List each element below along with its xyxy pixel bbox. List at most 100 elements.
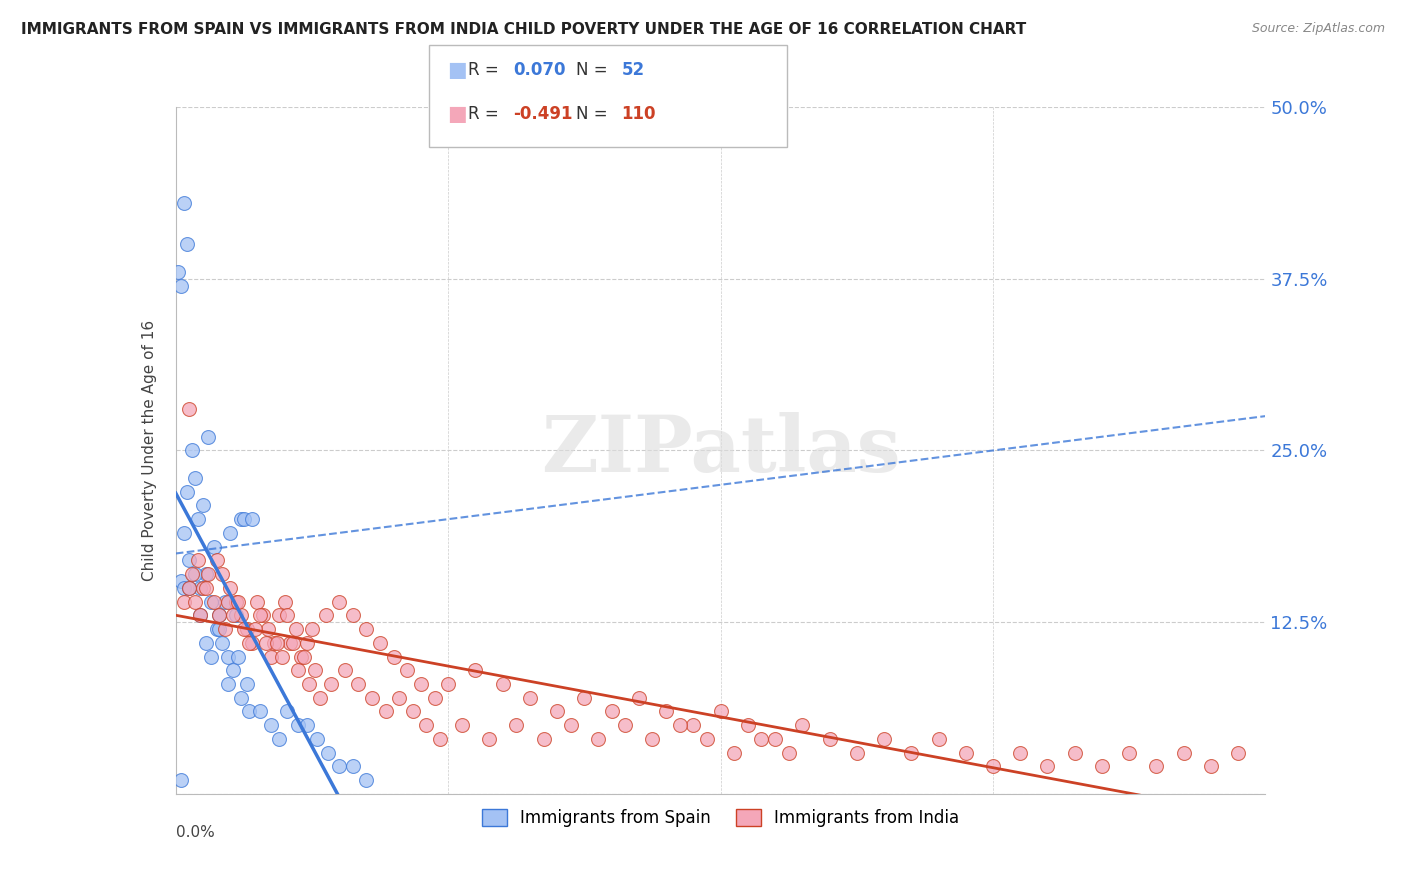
Point bbox=[240, 636, 263, 650]
Text: 52: 52 bbox=[621, 61, 644, 78]
Point bbox=[845, 746, 868, 760]
Point bbox=[173, 581, 195, 595]
Point bbox=[347, 677, 370, 691]
Point bbox=[409, 677, 432, 691]
Point bbox=[560, 718, 582, 732]
Point bbox=[298, 677, 321, 691]
Point bbox=[333, 663, 356, 677]
Point bbox=[682, 718, 704, 732]
Point bbox=[197, 430, 219, 444]
Point bbox=[586, 731, 609, 746]
Point bbox=[232, 512, 254, 526]
Point bbox=[200, 649, 222, 664]
Text: R =: R = bbox=[468, 61, 505, 78]
Point bbox=[197, 567, 219, 582]
Point bbox=[1199, 759, 1222, 773]
Y-axis label: Child Poverty Under the Age of 16: Child Poverty Under the Age of 16 bbox=[142, 320, 157, 581]
Legend: Immigrants from Spain, Immigrants from India: Immigrants from Spain, Immigrants from I… bbox=[475, 802, 966, 834]
Point bbox=[217, 594, 239, 608]
Point bbox=[696, 731, 718, 746]
Point bbox=[231, 608, 253, 623]
Point bbox=[295, 636, 318, 650]
Point bbox=[1010, 746, 1032, 760]
Point bbox=[211, 636, 233, 650]
Text: ZIPatlas: ZIPatlas bbox=[541, 412, 900, 489]
Point bbox=[304, 663, 326, 677]
Point bbox=[519, 690, 541, 705]
Text: ■: ■ bbox=[447, 104, 467, 124]
Point bbox=[188, 608, 211, 623]
Point bbox=[222, 663, 245, 677]
Point bbox=[450, 718, 472, 732]
Point bbox=[328, 594, 350, 608]
Point bbox=[231, 512, 253, 526]
Point bbox=[188, 608, 211, 623]
Text: Source: ZipAtlas.com: Source: ZipAtlas.com bbox=[1251, 22, 1385, 36]
Point bbox=[266, 636, 288, 650]
Point bbox=[437, 677, 460, 691]
Point bbox=[1036, 759, 1059, 773]
Point bbox=[170, 574, 193, 588]
Point bbox=[260, 649, 283, 664]
Point bbox=[319, 677, 342, 691]
Point bbox=[184, 471, 207, 485]
Point bbox=[792, 718, 814, 732]
Point bbox=[260, 718, 283, 732]
Point bbox=[254, 636, 277, 650]
Point bbox=[269, 608, 291, 623]
Point bbox=[181, 567, 204, 582]
Point bbox=[170, 278, 193, 293]
Point bbox=[955, 746, 977, 760]
Point bbox=[208, 622, 231, 636]
Point bbox=[315, 608, 337, 623]
Point bbox=[301, 622, 323, 636]
Point bbox=[228, 649, 250, 664]
Point bbox=[402, 705, 425, 719]
Point bbox=[181, 443, 204, 458]
Point bbox=[492, 677, 515, 691]
Point bbox=[235, 622, 257, 636]
Text: IMMIGRANTS FROM SPAIN VS IMMIGRANTS FROM INDIA CHILD POVERTY UNDER THE AGE OF 16: IMMIGRANTS FROM SPAIN VS IMMIGRANTS FROM… bbox=[21, 22, 1026, 37]
Point bbox=[232, 622, 254, 636]
Point bbox=[295, 718, 318, 732]
Point bbox=[284, 622, 307, 636]
Point bbox=[478, 731, 501, 746]
Point bbox=[271, 649, 294, 664]
Point bbox=[600, 705, 623, 719]
Point bbox=[737, 718, 759, 732]
Point bbox=[873, 731, 896, 746]
Point bbox=[225, 594, 247, 608]
Point bbox=[356, 622, 378, 636]
Point bbox=[176, 237, 198, 252]
Point bbox=[307, 731, 329, 746]
Point bbox=[614, 718, 637, 732]
Point bbox=[194, 636, 217, 650]
Point bbox=[186, 512, 209, 526]
Point bbox=[1173, 746, 1195, 760]
Point bbox=[723, 746, 745, 760]
Point bbox=[533, 731, 555, 746]
Point bbox=[751, 731, 773, 746]
Point bbox=[276, 705, 298, 719]
Point bbox=[818, 731, 841, 746]
Point bbox=[179, 581, 201, 595]
Point bbox=[1063, 746, 1085, 760]
Point bbox=[176, 484, 198, 499]
Point bbox=[208, 608, 231, 623]
Point bbox=[191, 581, 214, 595]
Point bbox=[257, 622, 280, 636]
Point bbox=[252, 608, 274, 623]
Point bbox=[179, 402, 201, 417]
Point bbox=[292, 649, 315, 664]
Point bbox=[249, 608, 271, 623]
Point bbox=[269, 731, 291, 746]
Point bbox=[342, 759, 364, 773]
Point bbox=[219, 581, 242, 595]
Point bbox=[225, 608, 247, 623]
Point bbox=[505, 718, 527, 732]
Point bbox=[710, 705, 733, 719]
Point bbox=[356, 773, 378, 788]
Point bbox=[219, 525, 242, 540]
Point bbox=[173, 196, 195, 211]
Point bbox=[360, 690, 382, 705]
